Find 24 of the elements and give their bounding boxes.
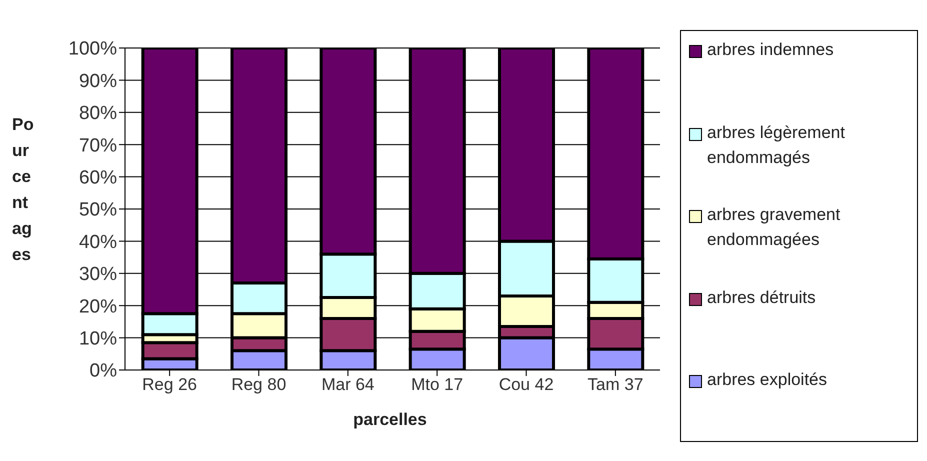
y-tick-label: 70% [78,135,118,156]
y-tick-label: 90% [78,70,118,92]
y-axis-title: Pourcentages [12,114,34,266]
y-tick-label: 20% [78,296,118,318]
y-tick-label: 80% [78,103,118,124]
y-tick-label: 10% [78,328,118,350]
y-tick-label: 50% [78,200,118,221]
x-tick-label: Mar 64 [321,375,374,394]
x-tick-label: Reg 26 [142,375,197,394]
x-tick-label: Cou 42 [498,375,554,394]
legend-label: arbres exploités [707,369,828,391]
legend-label: arbres indemnes [707,39,835,61]
y-tick-label: 30% [78,264,118,286]
legend-label: arbres détruits [707,286,817,308]
y-tick-label: 60% [78,168,118,189]
x-axis-title: parcelles [352,409,428,431]
y-tick-label: 0% [90,360,118,382]
x-tick-label: Tam 37 [588,375,644,394]
y-tick-label: 40% [78,232,118,253]
x-tick-label: Mto 17 [411,375,464,394]
legend-label: arbres gravement endommagées [707,204,842,251]
x-tick-label: Reg 80 [231,375,286,394]
legend-label: arbres légèrement endommagés [707,122,846,168]
y-tick-label: 100% [68,38,118,60]
